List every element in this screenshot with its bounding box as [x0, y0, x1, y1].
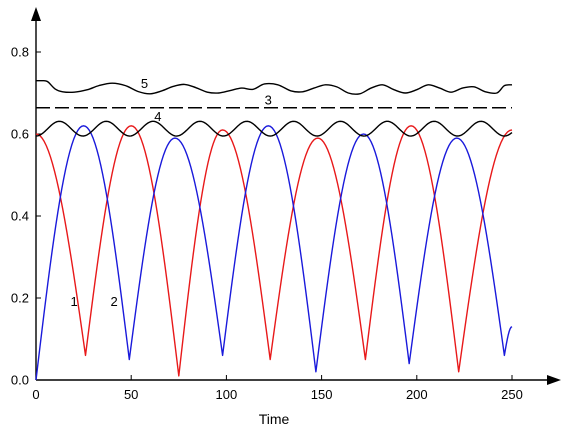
- axes: [31, 7, 561, 385]
- x-tick-label: 250: [501, 387, 523, 402]
- series-line-2: [35, 125, 513, 381]
- series-line-4: [35, 120, 513, 137]
- x-axis-title: Time: [259, 411, 290, 427]
- ticks: 0 50 100 150 200 250 0.0 0.2 0.4 0.6 0.8: [11, 45, 523, 403]
- y-tick-label: 0.4: [11, 209, 29, 224]
- series-label-5: 5: [141, 76, 148, 91]
- y-tick-label: 0.2: [11, 291, 29, 306]
- series-label-2: 2: [110, 294, 117, 309]
- series-labels: 1 2 3 4 5: [70, 76, 271, 309]
- series-label-3: 3: [265, 92, 272, 107]
- series-label-1: 1: [70, 294, 77, 309]
- x-tick-label: 100: [216, 387, 238, 402]
- series-line-1: [35, 125, 513, 377]
- x-tick-label: 50: [124, 387, 138, 402]
- x-tick-label: 150: [311, 387, 333, 402]
- y-tick-label: 0.0: [11, 373, 29, 388]
- x-tick-label: 200: [406, 387, 428, 402]
- series-label-4: 4: [154, 109, 161, 124]
- series-line-5: [35, 79, 513, 95]
- x-tick-label: 0: [32, 387, 39, 402]
- y-tick-label: 0.8: [11, 45, 29, 60]
- series-group: [35, 79, 513, 381]
- y-tick-label: 0.6: [11, 127, 29, 142]
